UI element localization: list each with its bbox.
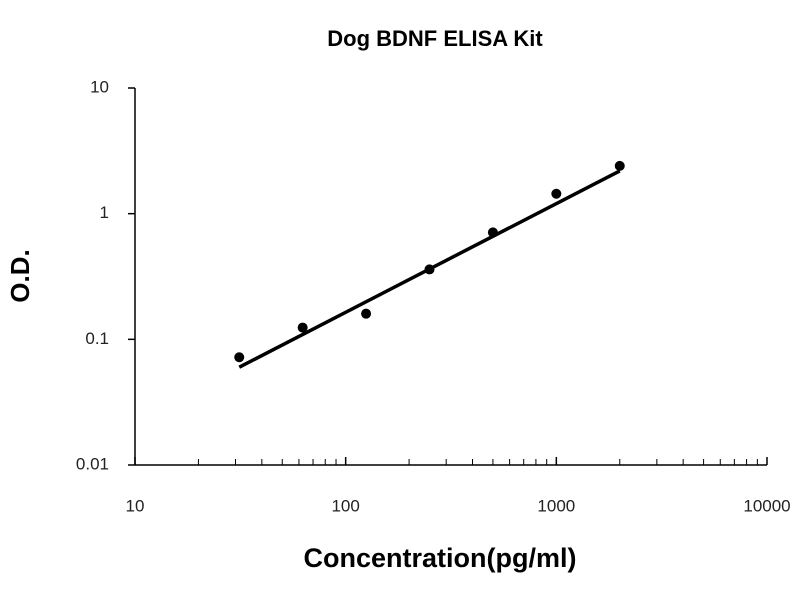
y-axis-title: O.D.	[5, 249, 35, 302]
x-axis-title: Concentration(pg/ml)	[304, 543, 577, 573]
x-tick-label: 100	[331, 496, 359, 515]
data-point	[297, 322, 308, 333]
chart-title: Dog BDNF ELISA Kit	[327, 26, 543, 51]
data-point	[614, 160, 625, 171]
fit-line	[238, 169, 621, 369]
data-point	[551, 188, 562, 199]
y-tick-label: 0.1	[85, 329, 109, 348]
x-tick-label: 10	[126, 496, 145, 515]
x-tick-label: 1000	[537, 496, 575, 515]
data-point	[361, 308, 372, 319]
y-tick-label: 1	[100, 203, 109, 222]
y-tick-label: 0.01	[76, 454, 109, 473]
data-point	[234, 352, 245, 363]
x-tick-label: 10000	[743, 496, 790, 515]
y-tick-label: 10	[90, 77, 109, 96]
